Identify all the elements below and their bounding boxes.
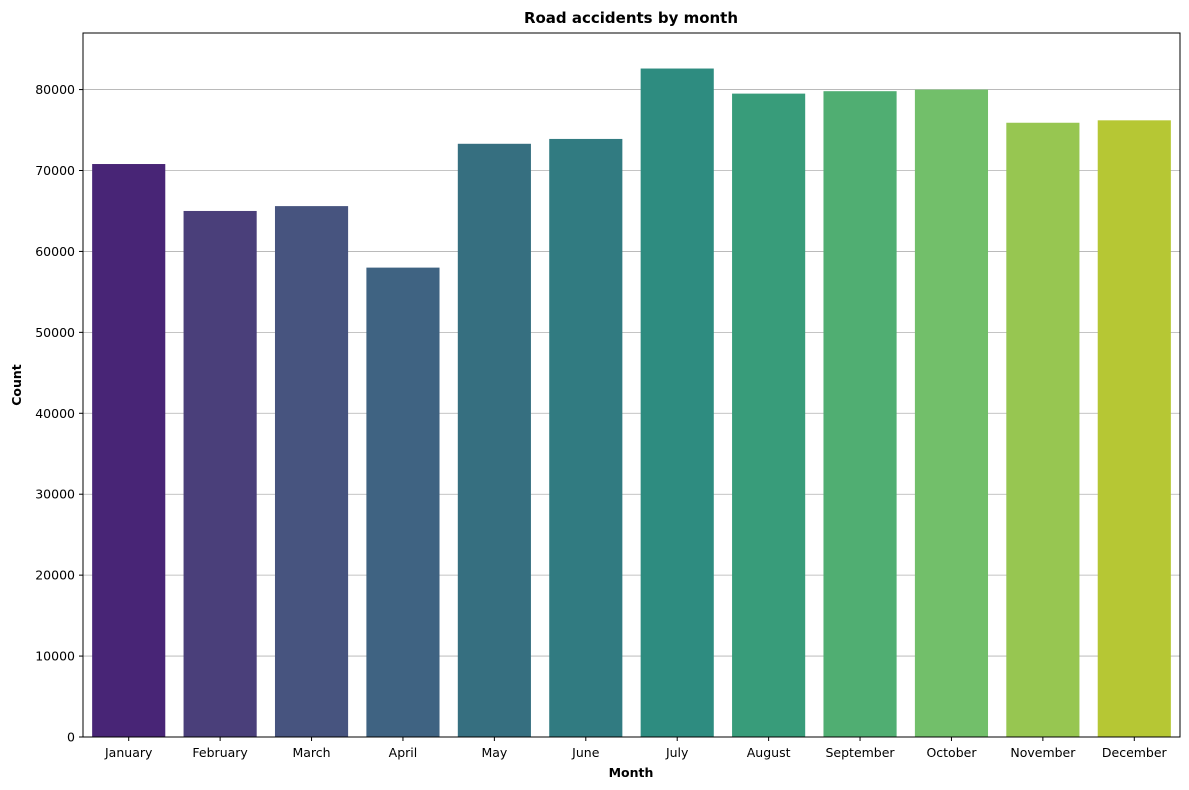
bar-september <box>823 91 897 737</box>
x-axis-ticks: January February March April May June July Augu… <box>104 737 1168 760</box>
x-tick-label: November <box>1010 745 1076 760</box>
y-tick-label: 20000 <box>35 568 75 583</box>
x-tick-label: June <box>571 745 600 760</box>
x-tick-label: December <box>1102 745 1168 760</box>
y-tick-label: 50000 <box>35 325 75 340</box>
x-axis-title: Month <box>609 765 654 780</box>
bar-may <box>457 143 531 738</box>
y-tick-label: 40000 <box>35 406 75 421</box>
y-axis-ticks: 0 10000 20000 30000 40000 50000 60000 70000 8000… <box>35 82 83 745</box>
bar-august <box>732 93 806 737</box>
bar-march <box>274 206 349 737</box>
x-tick-label: September <box>825 745 895 760</box>
x-tick-label: July <box>665 745 689 760</box>
bar-december <box>1097 120 1171 738</box>
y-axis-title: Count <box>9 364 24 406</box>
y-tick-label: 80000 <box>35 82 75 97</box>
bar-february <box>183 210 257 737</box>
bar-july <box>640 68 714 737</box>
y-tick-label: 10000 <box>35 649 75 664</box>
bar-october <box>914 89 989 737</box>
x-tick-label: August <box>747 745 791 760</box>
y-tick-label: 70000 <box>35 163 75 178</box>
bar-january <box>92 164 166 737</box>
gridlines <box>83 89 1180 738</box>
plot-frame <box>82 32 1181 738</box>
bar-june <box>549 138 623 737</box>
x-tick-label: February <box>192 745 248 760</box>
y-tick-label: 0 <box>67 730 75 745</box>
x-tick-label: October <box>926 745 977 760</box>
x-tick-label: April <box>389 745 418 760</box>
x-tick-label: January <box>104 745 153 760</box>
x-tick-label: May <box>481 745 507 760</box>
x-tick-label: March <box>292 745 330 760</box>
bar-november <box>1006 122 1080 738</box>
bar-april <box>366 267 440 737</box>
chart-title: Road accidents by month <box>524 9 738 27</box>
y-tick-label: 30000 <box>35 487 75 502</box>
y-tick-label: 60000 <box>35 244 75 259</box>
bars <box>92 68 1171 738</box>
